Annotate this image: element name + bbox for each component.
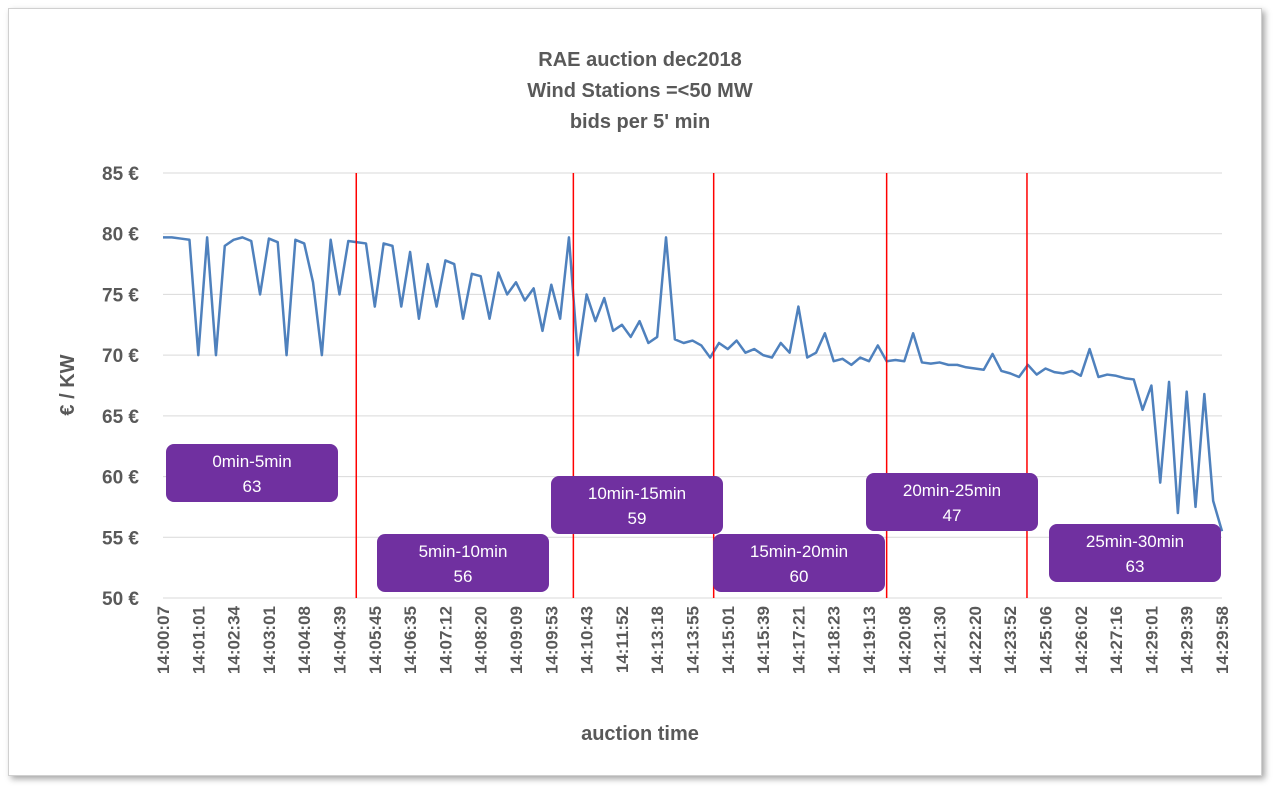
- y-tick-label: 85 €: [102, 164, 139, 185]
- y-tick-label: 75 €: [102, 285, 139, 306]
- annotation-label: 20min-25min: [903, 481, 1001, 500]
- x-tick-label: 14:04:39: [331, 606, 350, 674]
- annotation-box: [866, 473, 1038, 531]
- x-tick-label: 14:09:53: [542, 606, 561, 674]
- annotation-box: [713, 534, 885, 592]
- x-tick-label: 14:11:52: [613, 606, 632, 673]
- y-tick-label: 60 €: [102, 468, 139, 489]
- x-tick-label: 14:07:12: [436, 606, 455, 674]
- x-tick-label: 14:25:06: [1037, 606, 1056, 674]
- y-tick-label: 65 €: [102, 407, 139, 428]
- x-tick-label: 14:02:34: [225, 605, 244, 674]
- chart-title: RAE auction dec2018: [538, 49, 741, 71]
- annotation-box: [551, 476, 723, 534]
- x-tick-label: 14:09:09: [507, 606, 526, 674]
- x-tick-label: 14:29:39: [1178, 606, 1197, 674]
- x-tick-label: 14:00:07: [154, 606, 173, 674]
- annotation-count: 63: [243, 477, 262, 496]
- chart-title: bids per 5' min: [570, 111, 710, 133]
- x-tick-label: 14:10:43: [578, 606, 597, 674]
- annotation-label: 10min-15min: [588, 484, 686, 503]
- y-tick-label: 55 €: [102, 528, 139, 549]
- x-tick-label: 14:03:01: [260, 606, 279, 674]
- x-tick-label: 14:01:01: [189, 606, 208, 674]
- annotation-label: 0min-5min: [212, 452, 291, 471]
- data-line: [163, 236, 1224, 532]
- chart-frame: [8, 8, 1262, 776]
- annotation-label: 15min-20min: [750, 542, 848, 561]
- y-tick-label: 50 €: [102, 589, 139, 610]
- y-axis-label: € / KW: [57, 354, 79, 415]
- y-tick-label: 80 €: [102, 225, 139, 246]
- x-tick-label: 14:13:55: [684, 606, 703, 674]
- annotation-count: 47: [943, 506, 962, 525]
- annotation-box: [377, 534, 549, 592]
- x-tick-label: 14:06:35: [401, 606, 420, 674]
- annotation-count: 59: [628, 509, 647, 528]
- x-tick-label: 14:20:08: [895, 606, 914, 674]
- annotation-count: 60: [790, 567, 809, 586]
- x-tick-label: 14:04:08: [295, 606, 314, 674]
- x-tick-label: 14:22:20: [966, 606, 985, 674]
- y-tick-label: 70 €: [102, 346, 139, 367]
- x-tick-label: 14:27:16: [1107, 606, 1126, 674]
- annotation-count: 63: [1126, 557, 1145, 576]
- x-tick-label: 14:15:01: [719, 606, 738, 674]
- x-tick-label: 14:21:30: [931, 606, 950, 674]
- x-tick-label: 14:17:21: [789, 606, 808, 674]
- x-tick-label: 14:05:45: [366, 606, 385, 674]
- x-tick-label: 14:19:13: [860, 606, 879, 674]
- annotation-count: 56: [454, 567, 473, 586]
- x-tick-label: 14:15:39: [754, 606, 773, 674]
- annotation-box: [166, 444, 338, 502]
- annotation-box: [1049, 524, 1221, 582]
- x-tick-label: 14:13:18: [648, 606, 667, 674]
- x-axis-label: auction time: [581, 723, 699, 745]
- x-tick-label: 14:23:52: [1001, 606, 1020, 674]
- annotation-label: 25min-30min: [1086, 532, 1184, 551]
- x-tick-label: 14:18:23: [825, 606, 844, 674]
- x-tick-label: 14:08:20: [472, 606, 491, 674]
- x-tick-label: 14:26:02: [1072, 606, 1091, 674]
- x-tick-label: 14:29:01: [1142, 606, 1161, 674]
- chart-title: Wind Stations =<50 MW: [527, 80, 753, 102]
- x-tick-label: 14:29:58: [1213, 606, 1232, 674]
- annotation-label: 5min-10min: [419, 542, 508, 561]
